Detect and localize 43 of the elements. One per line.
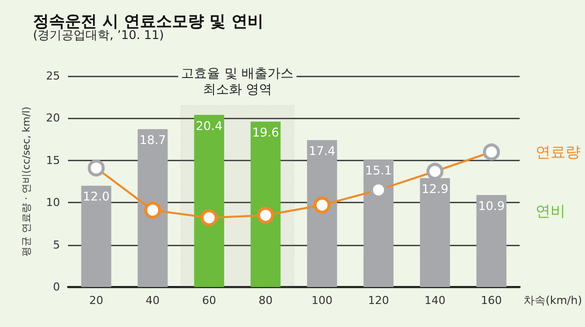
x-tick-label: 80 (258, 294, 273, 307)
data-label: 17.4 (308, 144, 336, 158)
point (200, 209, 218, 226)
data-label: 10.9 (478, 199, 505, 214)
point (426, 162, 444, 180)
x-axis-title: 차속(km/h) (524, 294, 582, 307)
bar (194, 114, 224, 287)
y-axis-title: 평균 연료량 · 연비(cc/sec, km/l) (22, 106, 32, 256)
x-tick-label: 140 (424, 294, 446, 307)
point (482, 143, 500, 160)
data-label: 20.4 (196, 118, 222, 133)
point (88, 160, 105, 176)
y-tick-label: 10 (46, 196, 60, 210)
y-tick-label: 25 (46, 70, 60, 82)
point (144, 202, 162, 219)
series-label: 연비 (535, 202, 566, 220)
chart-subtitle: (경기공업대학, ’10. 11) (33, 28, 164, 42)
text: 연료량 (535, 142, 580, 161)
data-label: 19.6 (252, 126, 279, 140)
band-label: 고효율 및 배출가스 최소화 영역 (181, 66, 294, 98)
data-label: 18.7 (139, 133, 166, 148)
y-tick-label: 5 (53, 238, 60, 252)
x-tick-label: 120 (368, 294, 390, 307)
data-label: 12.0 (82, 190, 110, 204)
chart-title: 정속운전 시 연료소모량 및 연비 (33, 12, 264, 30)
bar (307, 140, 338, 287)
x-tick-label: 40 (146, 294, 160, 307)
bar (364, 160, 394, 287)
x-tick-label: 100 (312, 294, 333, 307)
point (314, 196, 331, 214)
x-tick-label: 60 (202, 294, 216, 307)
bar (81, 186, 112, 287)
y-tick-label: 15 (46, 154, 60, 167)
x-tick-label: 160 (480, 294, 502, 307)
data-label: 15.1 (365, 164, 392, 178)
data-label: 12.9 (422, 182, 448, 196)
x-tick-label: 20 (89, 294, 104, 307)
bar (250, 122, 281, 287)
y-tick-label: 20 (46, 112, 60, 125)
point (257, 206, 274, 224)
bar (476, 195, 506, 287)
bar (138, 129, 168, 287)
y-tick-label: 0 (53, 280, 60, 294)
